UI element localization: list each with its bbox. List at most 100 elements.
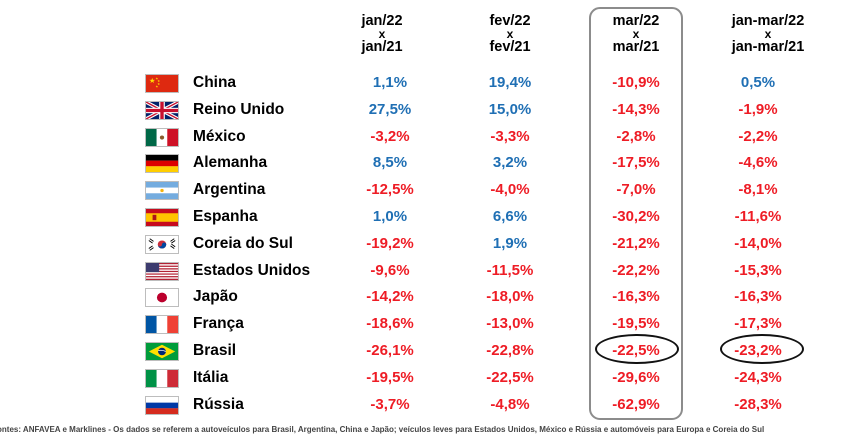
column-header-1-bot: jan/21 [361, 39, 403, 55]
table-row: Rússia -3,7% -4,8% -62,9% -28,3% [0, 392, 853, 419]
cell-value-col1: -18,6% [366, 315, 414, 333]
column-header-3-bot: mar/21 [612, 39, 660, 55]
cell-value-col1: 8,5% [372, 154, 408, 172]
cell-value-col1: -26,1% [366, 342, 414, 359]
table-row: Espanha 1,0% 6,6% -30,2% -11,6% [0, 204, 853, 231]
cell-value-col1: -14,2% [366, 288, 414, 306]
svg-text:★: ★ [157, 79, 160, 83]
svg-text:★: ★ [157, 82, 160, 86]
flag-united-kingdom-icon [145, 100, 179, 120]
flag-united-states-icon [145, 261, 179, 281]
cell-value-col2: -3,3% [490, 127, 530, 145]
country-label: Estados Unidos [193, 261, 311, 279]
cell-value-col4: -8,1% [738, 181, 778, 199]
cell-value-col3: -16,3% [612, 288, 660, 306]
highlight-circle [720, 334, 804, 364]
cell-value-col2: -22,8% [486, 342, 534, 359]
svg-text:★: ★ [155, 77, 158, 81]
cell-value-col1: -9,6% [370, 261, 410, 279]
cell-value-col4: -14,0% [734, 234, 782, 252]
country-label: China [193, 74, 237, 91]
cell-value-col4: -16,3% [734, 288, 782, 306]
flag-mexico-icon [145, 127, 179, 147]
column-header-4-mid: x [764, 27, 772, 41]
country-label: Reino Unido [193, 100, 285, 118]
flag-south-korea-icon [145, 234, 179, 254]
table-row: França -18,6% -13,0% -19,5% -17,3% [0, 311, 853, 338]
flag-japan-icon [145, 288, 179, 308]
cell-value-col2: 19,4% [488, 74, 532, 91]
cell-value-col2: -18,0% [486, 288, 534, 306]
cell-value-col1: -12,5% [366, 181, 414, 199]
cell-value-col4: -24,3% [734, 368, 782, 386]
column-header-3: mar/22 x mar/21 [571, 14, 701, 55]
cell-value-col2: -13,0% [486, 315, 534, 333]
table-row: México -3,2% -3,3% -2,8% -2,2% [0, 124, 853, 151]
cell-value-col3: -21,2% [612, 234, 660, 252]
country-label: Alemanha [193, 154, 268, 172]
cell-value-col4: -15,3% [734, 261, 782, 279]
cell-value-col2: 1,9% [492, 234, 528, 252]
cell-value-col2: -4,8% [490, 395, 530, 413]
cell-value-col1: -3,2% [370, 127, 410, 145]
column-header-2-top: fev/22 [489, 13, 531, 29]
column-header-2: fev/22 x fev/21 [445, 14, 575, 55]
flag-spain-icon [145, 208, 179, 227]
cell-value-col3: -2,8% [616, 127, 656, 145]
cell-value-col3: -62,9% [612, 395, 660, 413]
column-header-3-top: mar/22 [612, 13, 660, 29]
country-label: Itália [193, 368, 229, 386]
table-row: Argentina -12,5% -4,0% -7,0% -8,1% [0, 177, 853, 204]
cell-value-col4: -4,6% [738, 154, 778, 172]
table-row: Estados Unidos -9,6% -11,5% -22,2% -15,3% [0, 258, 853, 285]
column-header-4-top: jan-mar/22 [731, 13, 805, 29]
country-label: Japão [193, 288, 238, 306]
cell-value-col4: -1,9% [738, 100, 778, 118]
table-row: Japão -14,2% -18,0% -16,3% -16,3% [0, 284, 853, 311]
flag-germany-icon [145, 154, 179, 174]
country-label: Rússia [193, 395, 244, 413]
column-header-1-top: jan/22 [361, 13, 403, 29]
cell-value-col1: -3,7% [370, 395, 410, 413]
column-header-1-mid: x [378, 27, 386, 41]
table-row: Alemanha 8,5% 3,2% -17,5% -4,6% [0, 150, 853, 177]
table-row: ★ ★ ★ ★ ★ China 1,1% 19,4% -10,9% 0,5% [0, 70, 853, 97]
country-label: Espanha [193, 208, 258, 225]
table-row: Brasil -26,1% -22,8% -22,5% -23,2% [0, 334, 853, 365]
cell-value-col3: -14,3% [612, 100, 660, 118]
cell-value-col4: -11,6% [734, 208, 782, 225]
cell-value-col2: -4,0% [490, 181, 530, 199]
table-row: Coreia do Sul -19,2% 1,9% -21,2% -14,0% [0, 231, 853, 258]
cell-value-col4: -2,2% [738, 127, 778, 145]
flag-italy-icon [145, 368, 179, 388]
table-row: Itália -19,5% -22,5% -29,6% -24,3% [0, 365, 853, 392]
cell-value-col3: -22,2% [612, 261, 660, 279]
flag-brazil-icon [145, 342, 179, 361]
cell-value-col1: -19,5% [366, 368, 414, 386]
flag-russia-icon [145, 395, 179, 415]
cell-value-col2: -11,5% [486, 261, 534, 279]
flag-argentina-icon [145, 181, 179, 201]
cell-value-col3: -30,2% [612, 208, 660, 225]
svg-text:★: ★ [155, 85, 158, 89]
country-label: Coreia do Sul [193, 234, 293, 252]
column-header-1: jan/22 x jan/21 [317, 14, 447, 55]
cell-value-col1: -19,2% [366, 234, 414, 252]
column-header-2-mid: x [506, 27, 514, 41]
cell-value-col1: 1,1% [372, 74, 408, 91]
country-label: França [193, 315, 244, 333]
column-header-4: jan-mar/22 x jan-mar/21 [703, 14, 833, 55]
column-header-4-bot: jan-mar/21 [731, 39, 805, 55]
country-label: Argentina [193, 181, 266, 199]
column-header-2-bot: fev/21 [489, 39, 531, 55]
cell-value-col3: -29,6% [612, 368, 660, 386]
svg-text:★: ★ [149, 76, 156, 85]
table-row: Reino Unido 27,5% 15,0% -14,3% -1,9% [0, 97, 853, 124]
cell-value-col1: 1,0% [372, 208, 408, 225]
cell-value-col4: -17,3% [734, 315, 782, 333]
country-label: Brasil [193, 342, 237, 359]
cell-value-col3: -10,9% [612, 74, 660, 91]
cell-value-col4: 0,5% [740, 74, 776, 91]
column-header-3-mid: x [632, 27, 640, 41]
source-footnote: ontes: ANFAVEA e Marklines - Os dados se… [0, 425, 765, 434]
